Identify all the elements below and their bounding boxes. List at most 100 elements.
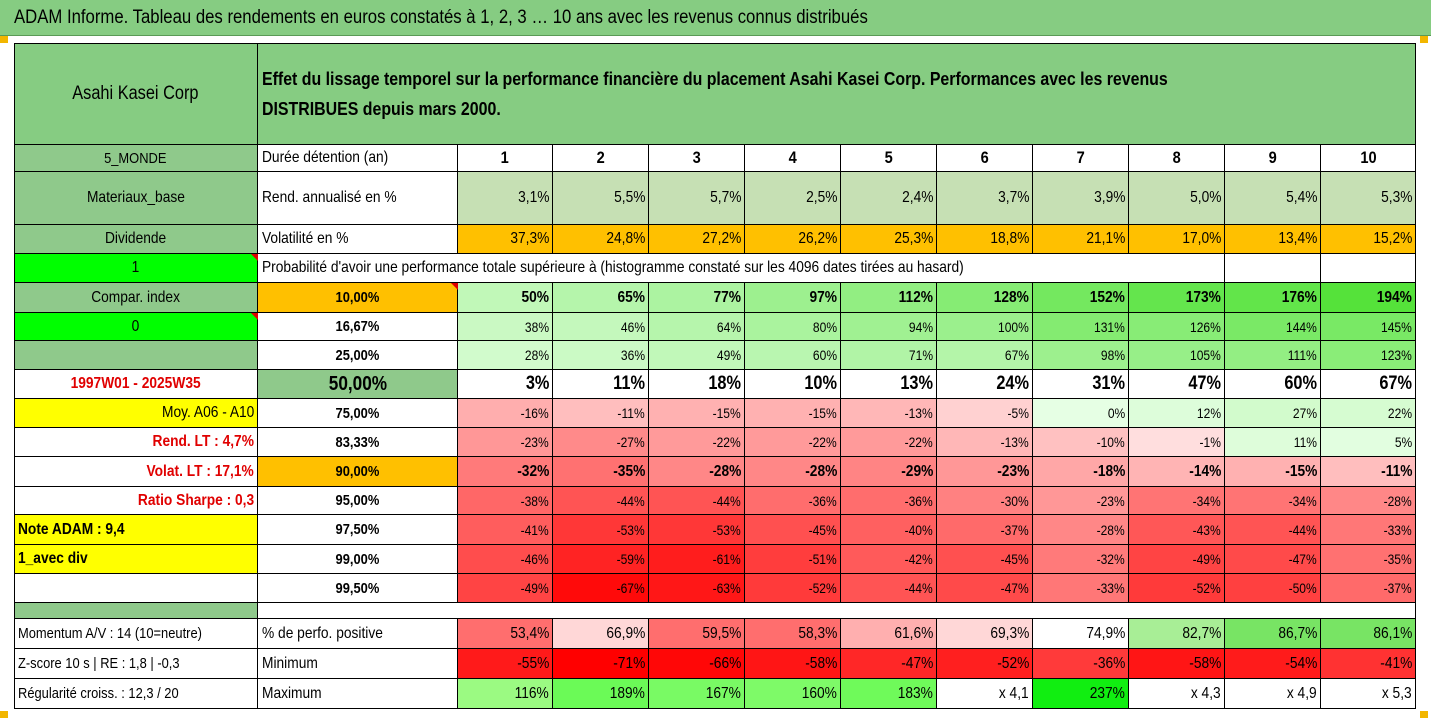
quantile-value[interactable]: -37%: [1321, 574, 1416, 603]
quantile-value[interactable]: -46%: [458, 545, 553, 574]
volat-value[interactable]: 18,8%: [937, 225, 1033, 254]
year-header[interactable]: 10: [1321, 145, 1416, 172]
stat-value[interactable]: 189%: [553, 679, 649, 709]
stat-label[interactable]: % de perfo. positive: [258, 619, 458, 649]
quantile-value[interactable]: 94%: [841, 313, 937, 341]
quantile-value[interactable]: 98%: [1033, 341, 1129, 370]
quantile-value[interactable]: -23%: [1033, 487, 1129, 515]
quantile-value[interactable]: 123%: [1321, 341, 1416, 370]
period-label[interactable]: 1997W01 - 2025W35: [14, 370, 258, 399]
stat-value[interactable]: x 5,3: [1321, 679, 1416, 709]
year-header[interactable]: 2: [553, 145, 649, 172]
quantile-value[interactable]: -11%: [553, 399, 649, 428]
quantile-value[interactable]: -33%: [1033, 574, 1129, 603]
stat-value[interactable]: x 4,3: [1129, 679, 1225, 709]
quantile-value[interactable]: -49%: [458, 574, 553, 603]
quantile-value[interactable]: -37%: [937, 515, 1033, 545]
stat-value[interactable]: x 4,9: [1225, 679, 1321, 709]
quantile-value[interactable]: 77%: [649, 283, 745, 313]
region-label[interactable]: 5_MONDE: [14, 145, 258, 172]
quantile-value[interactable]: 28%: [458, 341, 553, 370]
year-header[interactable]: 3: [649, 145, 745, 172]
quantile-value[interactable]: 112%: [841, 283, 937, 313]
stat-value[interactable]: 53,4%: [458, 619, 553, 649]
quantile-label[interactable]: 95,00%: [258, 487, 458, 515]
quantile-value[interactable]: -42%: [841, 545, 937, 574]
quantile-value[interactable]: -51%: [745, 545, 841, 574]
stat-value[interactable]: 160%: [745, 679, 841, 709]
volat-value[interactable]: 24,8%: [553, 225, 649, 254]
quantile-value[interactable]: -44%: [553, 487, 649, 515]
quantile-value[interactable]: -67%: [553, 574, 649, 603]
rend-value[interactable]: 2,4%: [841, 172, 937, 225]
rend-value[interactable]: 5,5%: [553, 172, 649, 225]
quantile-value[interactable]: -22%: [649, 428, 745, 457]
quantile-value[interactable]: 131%: [1033, 313, 1129, 341]
quantile-value[interactable]: -63%: [649, 574, 745, 603]
year-header[interactable]: 7: [1033, 145, 1129, 172]
quantile-label[interactable]: 90,00%: [258, 457, 458, 487]
stat-value[interactable]: 61,6%: [841, 619, 937, 649]
stat-value[interactable]: 116%: [458, 679, 553, 709]
stat-value[interactable]: -52%: [937, 649, 1033, 679]
quantile-value[interactable]: 0%: [1033, 399, 1129, 428]
stat-value[interactable]: 69,3%: [937, 619, 1033, 649]
stat-value[interactable]: 167%: [649, 679, 745, 709]
quantile-value[interactable]: 22%: [1321, 399, 1416, 428]
stat-value[interactable]: 74,9%: [1033, 619, 1129, 649]
dividend-label[interactable]: Dividende: [14, 225, 258, 254]
quantile-value[interactable]: -33%: [1321, 515, 1416, 545]
quantile-value[interactable]: 65%: [553, 283, 649, 313]
quantile-value[interactable]: -23%: [937, 457, 1033, 487]
quantile-value[interactable]: -28%: [1033, 515, 1129, 545]
quantile-value[interactable]: 145%: [1321, 313, 1416, 341]
quantile-value[interactable]: 105%: [1129, 341, 1225, 370]
quantile-value[interactable]: 60%: [745, 341, 841, 370]
quantile-value[interactable]: 27%: [1225, 399, 1321, 428]
quantile-value[interactable]: -35%: [553, 457, 649, 487]
avec-div-label[interactable]: 1_avec div: [14, 545, 258, 574]
rend-value[interactable]: 5,3%: [1321, 172, 1416, 225]
quantile-value[interactable]: 49%: [649, 341, 745, 370]
quantile-value[interactable]: -52%: [745, 574, 841, 603]
quantile-value[interactable]: -22%: [841, 428, 937, 457]
quantile-value[interactable]: -49%: [1129, 545, 1225, 574]
quantile-value[interactable]: -40%: [841, 515, 937, 545]
stat-left-label[interactable]: Z-score 10 s | RE : 1,8 | -0,3: [14, 649, 258, 679]
quantile-value[interactable]: -23%: [458, 428, 553, 457]
quantile-value[interactable]: -53%: [553, 515, 649, 545]
empty-cell[interactable]: [14, 603, 258, 619]
quantile-value[interactable]: 67%: [937, 341, 1033, 370]
quantile-value[interactable]: -13%: [937, 428, 1033, 457]
stat-value[interactable]: -66%: [649, 649, 745, 679]
quantile-value[interactable]: 67%: [1321, 370, 1416, 399]
empty-cell[interactable]: [1321, 254, 1416, 283]
volat-value[interactable]: 15,2%: [1321, 225, 1416, 254]
quantile-value[interactable]: -5%: [937, 399, 1033, 428]
quantile-value[interactable]: 64%: [649, 313, 745, 341]
quantile-value[interactable]: -32%: [1033, 545, 1129, 574]
company-name[interactable]: Asahi Kasei Corp: [14, 43, 258, 145]
quantile-value[interactable]: 38%: [458, 313, 553, 341]
quantile-value[interactable]: -11%: [1321, 457, 1416, 487]
stat-value[interactable]: -55%: [458, 649, 553, 679]
quantile-label[interactable]: 25,00%: [258, 341, 458, 370]
quantile-value[interactable]: 36%: [553, 341, 649, 370]
quantile-value[interactable]: -47%: [1225, 545, 1321, 574]
volat-lt-label[interactable]: Volat. LT : 17,1%: [14, 457, 258, 487]
quantile-value[interactable]: 111%: [1225, 341, 1321, 370]
quantile-value[interactable]: -10%: [1033, 428, 1129, 457]
quantile-value[interactable]: 47%: [1129, 370, 1225, 399]
duration-label[interactable]: Durée détention (an): [258, 145, 458, 172]
quantile-value[interactable]: 126%: [1129, 313, 1225, 341]
year-header[interactable]: 5: [841, 145, 937, 172]
stat-value[interactable]: 82,7%: [1129, 619, 1225, 649]
stat-value[interactable]: -54%: [1225, 649, 1321, 679]
stat-value[interactable]: -41%: [1321, 649, 1416, 679]
volat-value[interactable]: 26,2%: [745, 225, 841, 254]
quantile-value[interactable]: 71%: [841, 341, 937, 370]
empty-cell[interactable]: [14, 341, 258, 370]
quantile-value[interactable]: 46%: [553, 313, 649, 341]
probability-title[interactable]: Probabilité d'avoir une performance tota…: [258, 254, 1225, 283]
rend-value[interactable]: 3,7%: [937, 172, 1033, 225]
